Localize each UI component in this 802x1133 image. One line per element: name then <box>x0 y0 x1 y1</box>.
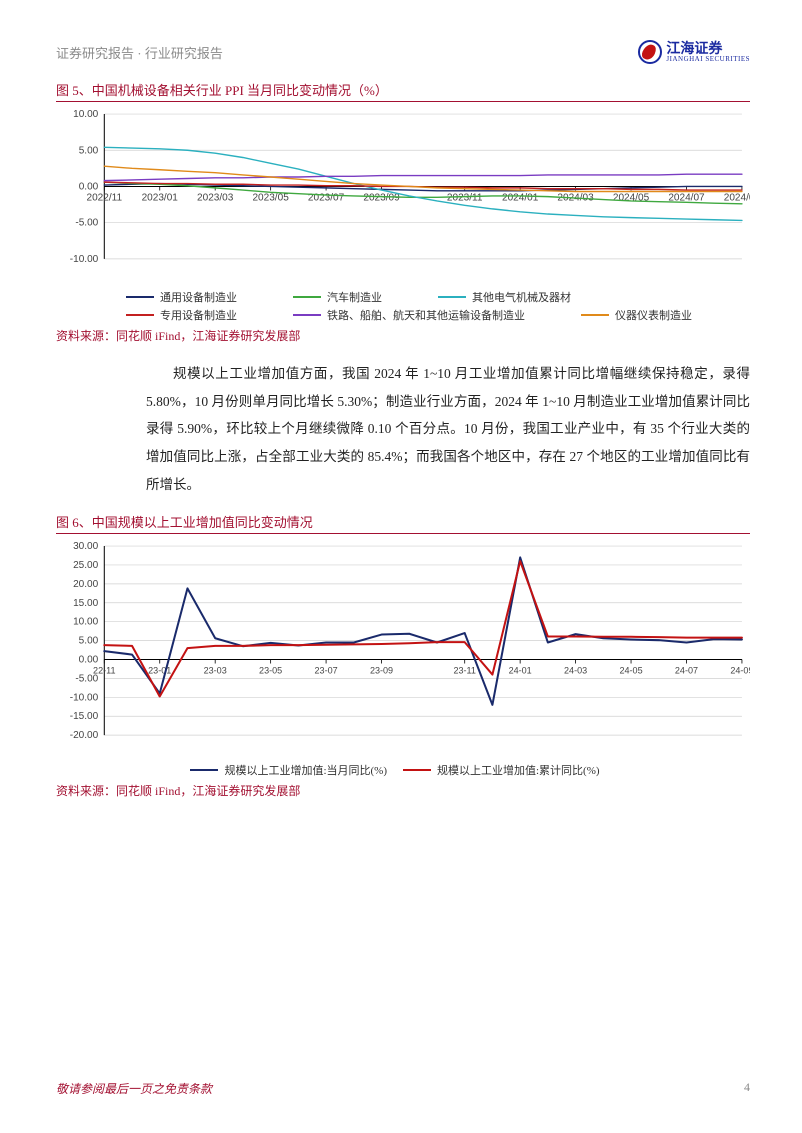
svg-text:2023/11: 2023/11 <box>447 193 483 204</box>
svg-text:30.00: 30.00 <box>73 541 99 552</box>
svg-text:24-05: 24-05 <box>619 666 642 676</box>
figure6-legend: 规模以上工业增加值:当月同比(%) 规模以上工业增加值:累计同比(%) <box>56 762 750 780</box>
svg-text:24-09: 24-09 <box>730 666 750 676</box>
company-logo: 江海证券 JIANGHAI SECURITIES <box>638 40 750 64</box>
figure6-title: 图 6、中国规模以上工业增加值同比变动情况 <box>56 512 750 533</box>
svg-text:20.00: 20.00 <box>73 579 99 590</box>
legend-item: 专用设备制造业 <box>126 307 237 323</box>
company-name-cn: 江海证券 <box>666 41 750 56</box>
svg-text:-10.00: -10.00 <box>70 693 99 704</box>
legend-item: 通用设备制造业 <box>126 289 237 305</box>
svg-text:23-01: 23-01 <box>148 666 171 676</box>
svg-text:10.00: 10.00 <box>73 109 99 120</box>
page-header: 证券研究报告 · 行业研究报告 江海证券 JIANGHAI SECURITIES <box>56 40 750 72</box>
svg-text:2023/01: 2023/01 <box>142 193 179 204</box>
company-name-en: JIANGHAI SECURITIES <box>666 56 750 63</box>
legend-item: 规模以上工业增加值:当月同比(%) <box>190 762 387 778</box>
svg-text:5.00: 5.00 <box>79 636 99 647</box>
svg-text:22-11: 22-11 <box>93 666 115 676</box>
svg-text:2024/09: 2024/09 <box>724 193 750 204</box>
svg-text:0.00: 0.00 <box>79 655 99 666</box>
svg-text:23-11: 23-11 <box>453 666 475 676</box>
svg-text:24-03: 24-03 <box>564 666 587 676</box>
logo-icon <box>638 40 662 64</box>
doc-type: 证券研究报告 · 行业研究报告 <box>56 43 223 62</box>
svg-text:23-09: 23-09 <box>370 666 393 676</box>
page-number: 4 <box>744 1080 750 1097</box>
figure5-chart: -10.00 -5.00 0.00 5.00 10.00 2022/11 2023/01 20… <box>56 106 750 325</box>
svg-text:24-01: 24-01 <box>509 666 532 676</box>
svg-text:15.00: 15.00 <box>73 598 99 609</box>
figure6-chart: -20.00-15.00-10.00-5.000.005.0010.0015.0… <box>56 538 750 779</box>
svg-text:10.00: 10.00 <box>73 617 99 628</box>
svg-text:25.00: 25.00 <box>73 560 99 571</box>
figure5-legend: 通用设备制造业 汽车制造业 其他电气机械及器材专用设备制造业 铁路、船舶、航天和其他运… <box>126 289 750 325</box>
svg-text:2023/03: 2023/03 <box>197 193 234 204</box>
svg-text:2022/11: 2022/11 <box>87 193 123 204</box>
svg-text:-5.00: -5.00 <box>75 218 98 229</box>
svg-text:2023/09: 2023/09 <box>363 193 400 204</box>
figure6-source: 资料来源：同花顺 iFind，江海证券研究发展部 <box>56 782 750 799</box>
legend-item: 铁路、船舶、航天和其他运输设备制造业 <box>293 307 525 323</box>
figure5-title: 图 5、中国机械设备相关行业 PPI 当月同比变动情况（%） <box>56 80 750 101</box>
svg-text:-10.00: -10.00 <box>70 254 99 265</box>
rule <box>56 101 750 102</box>
body-paragraph: 规模以上工业增加值方面，我国 2024 年 1~10 月工业增加值累计同比增幅继… <box>146 360 750 498</box>
footer-note: 敬请参阅最后一页之免责条款 <box>56 1080 212 1097</box>
figure5-source: 资料来源：同花顺 iFind，江海证券研究发展部 <box>56 327 750 344</box>
svg-text:0.00: 0.00 <box>79 181 99 192</box>
svg-text:-20.00: -20.00 <box>70 731 99 742</box>
svg-text:-15.00: -15.00 <box>70 712 99 723</box>
page-footer: 敬请参阅最后一页之免责条款 4 <box>56 1080 750 1097</box>
svg-text:2024/01: 2024/01 <box>502 193 539 204</box>
svg-text:23-05: 23-05 <box>259 666 282 676</box>
svg-text:2023/05: 2023/05 <box>252 193 289 204</box>
legend-item: 汽车制造业 <box>293 289 382 305</box>
svg-text:24-07: 24-07 <box>675 666 698 676</box>
legend-item: 其他电气机械及器材 <box>438 289 571 305</box>
svg-text:23-03: 23-03 <box>204 666 227 676</box>
svg-text:5.00: 5.00 <box>79 145 99 156</box>
svg-text:23-07: 23-07 <box>315 666 338 676</box>
legend-item: 仪器仪表制造业 <box>581 307 692 323</box>
legend-item: 规模以上工业增加值:累计同比(%) <box>403 762 600 778</box>
rule <box>56 533 750 534</box>
